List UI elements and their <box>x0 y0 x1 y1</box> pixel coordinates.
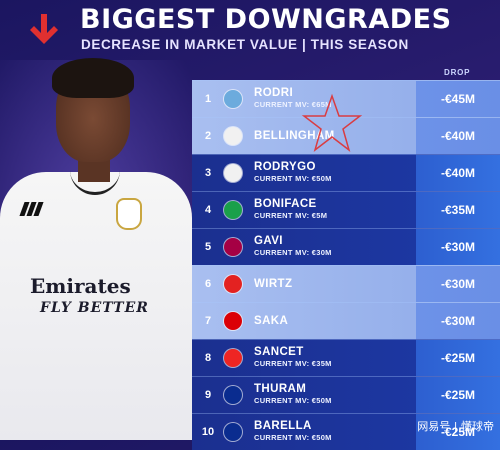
value-drop: -€45M <box>416 81 500 117</box>
value-drop: -€30M <box>416 303 500 339</box>
club-crest-icon <box>116 198 142 230</box>
player-info: WIRTZ <box>254 278 416 290</box>
real-madrid-badge-icon <box>224 127 242 145</box>
down-arrow-icon <box>30 14 58 44</box>
rank-number: 4 <box>204 204 212 216</box>
player-info: RODRYGO CURRENT MV: €50M <box>254 161 416 185</box>
current-market-value: CURRENT MV: €5M <box>254 211 328 220</box>
star-marker-icon <box>301 93 363 152</box>
player-info: BELLINGHAM <box>254 130 416 142</box>
player-name: GAVI <box>254 235 283 247</box>
table-row: 8 SANCET CURRENT MV: €35M -€25M <box>192 339 500 376</box>
player-name: BELLINGHAM <box>254 130 335 142</box>
current-market-value: CURRENT MV: €50M <box>254 396 332 405</box>
player-info: BONIFACE CURRENT MV: €5M <box>254 198 416 222</box>
rank-number: 6 <box>204 278 212 290</box>
table-row: 7 SAKA -€30M <box>192 302 500 339</box>
player-name: SANCET <box>254 346 304 358</box>
table-row: 4 BONIFACE CURRENT MV: €5M -€35M <box>192 191 500 228</box>
player-shirt <box>0 172 192 440</box>
player-name: RODRYGO <box>254 161 316 173</box>
page-subtitle: DECREASE IN MARKET VALUE | THIS SEASON <box>81 37 409 52</box>
shirt-sponsor-text: Emirates <box>30 274 131 298</box>
player-name: RODRI <box>254 87 294 99</box>
table-row: 1 RODRI CURRENT MV: €65M -€45M <box>192 80 500 117</box>
man-city-badge-icon <box>224 90 242 108</box>
player-name: THURAM <box>254 383 307 395</box>
rank-number: 7 <box>204 315 212 327</box>
player-name: WIRTZ <box>254 278 293 290</box>
table-row: 3 RODRYGO CURRENT MV: €50M -€40M <box>192 154 500 191</box>
barcelona-badge-icon <box>224 238 242 256</box>
drop-column-header: DROP <box>444 68 471 77</box>
value-drop: -€30M <box>416 229 500 265</box>
player-name: BARELLA <box>254 420 312 432</box>
adidas-stripes-icon <box>19 202 44 216</box>
player-info: GAVI CURRENT MV: €30M <box>254 235 416 259</box>
player-name: BONIFACE <box>254 198 317 210</box>
rank-number: 10 <box>201 426 215 438</box>
rank-number: 3 <box>204 167 212 179</box>
watermark: 网易号 | 懂球帝 <box>417 420 494 433</box>
value-drop: -€40M <box>416 155 500 191</box>
player-name: SAKA <box>254 315 289 327</box>
value-drop: -€25M <box>416 377 500 413</box>
player-info: BARELLA CURRENT MV: €50M <box>254 420 416 444</box>
player-photo: Emirates FLY BETTER <box>0 52 200 440</box>
current-market-value: CURRENT MV: €50M <box>254 433 332 442</box>
table-row: 2 BELLINGHAM -€40M <box>192 117 500 154</box>
inter-badge-icon <box>224 423 242 441</box>
current-market-value: CURRENT MV: €50M <box>254 174 332 183</box>
table-row: 6 WIRTZ -€30M <box>192 265 500 302</box>
current-market-value: CURRENT MV: €30M <box>254 248 332 257</box>
rank-number: 8 <box>204 352 212 364</box>
player-info: RODRI CURRENT MV: €65M <box>254 87 416 111</box>
player-info: SANCET CURRENT MV: €35M <box>254 346 416 370</box>
rank-number: 5 <box>204 241 212 253</box>
page-title: BIGGEST DOWNGRADES <box>80 4 452 35</box>
shirt-sponsor-tagline: FLY BETTER <box>40 300 149 316</box>
rank-number: 1 <box>204 93 212 105</box>
value-drop: -€25M <box>416 340 500 376</box>
player-info: SAKA <box>254 315 416 327</box>
value-drop: -€35M <box>416 192 500 228</box>
rank-number: 9 <box>204 389 212 401</box>
shirt-collar <box>70 170 120 195</box>
current-market-value: CURRENT MV: €35M <box>254 359 332 368</box>
player-info: THURAM CURRENT MV: €50M <box>254 383 416 407</box>
rank-number: 2 <box>204 130 212 142</box>
inter-badge-icon <box>224 386 242 404</box>
player-hair <box>52 58 134 98</box>
athletic-badge-icon <box>224 349 242 367</box>
value-drop: -€40M <box>416 118 500 154</box>
current-market-value: CURRENT MV: €65M <box>254 100 332 109</box>
real-madrid-badge-icon <box>224 164 242 182</box>
value-drop: -€30M <box>416 266 500 302</box>
leverkusen-badge-icon <box>224 201 242 219</box>
table-row: 9 THURAM CURRENT MV: €50M -€25M <box>192 376 500 413</box>
table-row: 5 GAVI CURRENT MV: €30M -€30M <box>192 228 500 265</box>
leverkusen-badge-icon <box>224 275 242 293</box>
arsenal-badge-icon <box>224 312 242 330</box>
